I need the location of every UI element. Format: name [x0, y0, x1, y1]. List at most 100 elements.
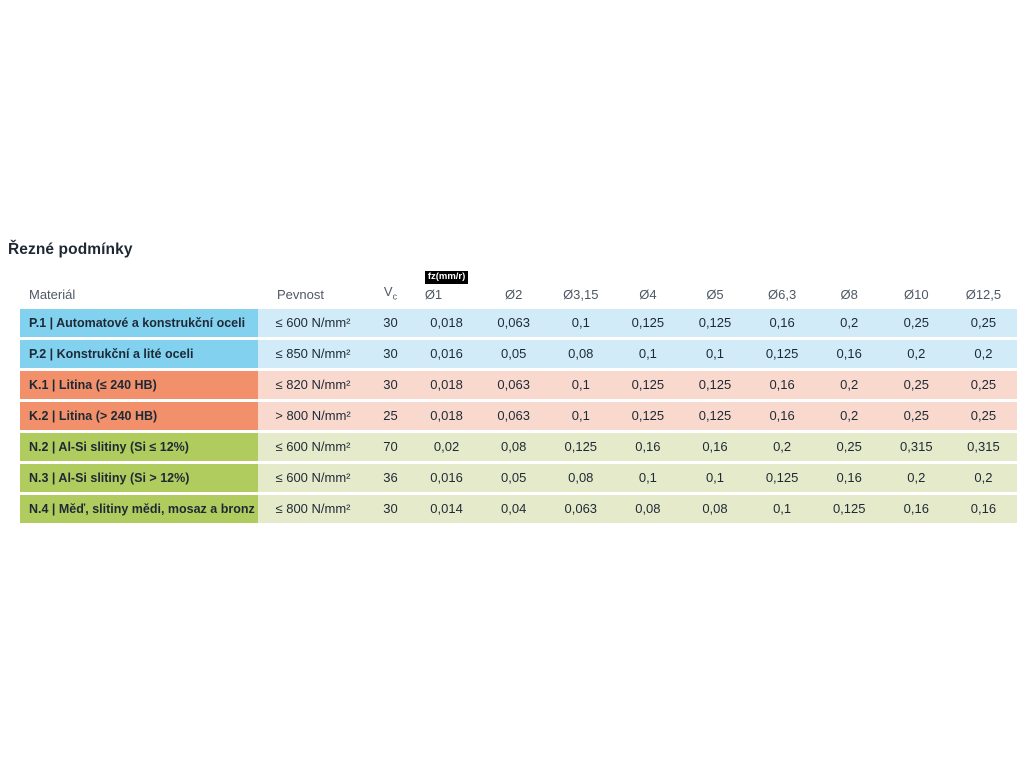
- strength-cell: ≤ 850 N/mm²: [258, 339, 368, 368]
- fz-cell-d1: 0,02: [413, 432, 481, 461]
- diameter-label: Ø6,3: [768, 286, 797, 302]
- vc-cell: 30: [368, 339, 413, 368]
- fz-cell-d8: 0,25: [882, 401, 950, 430]
- diameter-label: Ø4: [639, 286, 657, 302]
- fz-cell-d9: 0,25: [949, 370, 1017, 399]
- diameter-label: Ø1: [424, 286, 443, 302]
- vc-subscript: c: [392, 291, 398, 302]
- fz-cell-d9: 0,2: [949, 339, 1017, 368]
- material-cell: P.2 | Konstrukční a lité oceli: [20, 339, 258, 368]
- fz-cell-d2: 0,08: [480, 432, 548, 461]
- fz-cell-d8: 0,25: [882, 370, 950, 399]
- fz-cell-d5: 0,125: [681, 401, 749, 430]
- fz-cell-d8: 0,2: [882, 339, 950, 368]
- fz-cell-d5: 0,125: [681, 370, 749, 399]
- fz-cell-d7: 0,2: [815, 308, 883, 337]
- fz-cell-d6: 0,125: [748, 339, 816, 368]
- diameter-label: Ø12,5: [965, 286, 1002, 302]
- cutting-conditions-table: Materiál Pevnost Vc fz(mm/r) Ø1 Ø2 Ø3,15 Ø4 Ø…: [20, 264, 1017, 526]
- fz-cell-d6: 0,16: [748, 401, 816, 430]
- table-row: P.1 | Automatové a konstrukční oceli ≤ 60…: [20, 308, 1017, 337]
- fz-cell-d5: 0,125: [681, 308, 749, 337]
- fz-cell-d9: 0,25: [949, 401, 1017, 430]
- material-cell: N.3 | Al-Si slitiny (Si > 12%): [20, 463, 258, 492]
- fz-cell-d7: 0,16: [815, 339, 883, 368]
- table-row: K.1 | Litina (≤ 240 HB) ≤ 820 N/mm² 30 0,01…: [20, 370, 1017, 399]
- fz-cell-d4: 0,08: [614, 494, 682, 523]
- table-row: N.2 | Al-Si slitiny (Si ≤ 12%) ≤ 600 N/mm…: [20, 432, 1017, 461]
- fz-cell-d8: 0,25: [882, 308, 950, 337]
- strength-cell: ≤ 800 N/mm²: [258, 494, 368, 523]
- fz-cell-d2: 0,04: [480, 494, 548, 523]
- fz-cell-d2: 0,05: [480, 339, 548, 368]
- fz-cell-d2: 0,05: [480, 463, 548, 492]
- col-header-diameter-4: Ø4: [614, 267, 681, 306]
- fz-cell-d2: 0,063: [480, 308, 548, 337]
- table-row: N.3 | Al-Si slitiny (Si > 12%) ≤ 600 N/mm…: [20, 463, 1017, 492]
- material-cell: P.1 | Automatové a konstrukční oceli: [20, 308, 258, 337]
- fz-cell-d1: 0,016: [413, 339, 481, 368]
- fz-cell-d6: 0,2: [748, 432, 816, 461]
- col-header-vc: Vc: [368, 267, 413, 306]
- col-header-diameter-7: Ø8: [816, 267, 883, 306]
- fz-cell-d4: 0,1: [614, 339, 682, 368]
- diameter-label: Ø8: [840, 286, 858, 302]
- fz-cell-d6: 0,1: [748, 494, 816, 523]
- fz-cell-d8: 0,315: [882, 432, 950, 461]
- fz-cell-d6: 0,125: [748, 463, 816, 492]
- fz-cell-d9: 0,2: [949, 463, 1017, 492]
- fz-cell-d3: 0,125: [547, 432, 615, 461]
- diameter-label: Ø10: [904, 286, 929, 302]
- fz-cell-d3: 0,063: [547, 494, 615, 523]
- strength-cell: ≤ 600 N/mm²: [258, 432, 368, 461]
- material-cell: K.2 | Litina (> 240 HB): [20, 401, 258, 430]
- fz-cell-d1: 0,018: [413, 370, 481, 399]
- fz-cell-d7: 0,16: [815, 463, 883, 492]
- vc-cell: 30: [368, 494, 413, 523]
- diameter-label: Ø5: [706, 286, 724, 302]
- fz-cell-d8: 0,16: [882, 494, 950, 523]
- vc-cell: 30: [368, 370, 413, 399]
- fz-cell-d6: 0,16: [748, 370, 816, 399]
- diameter-label: Ø2: [504, 286, 523, 302]
- fz-cell-d1: 0,018: [413, 401, 481, 430]
- fz-cell-d2: 0,063: [480, 401, 548, 430]
- fz-cell-d9: 0,16: [949, 494, 1017, 523]
- vc-cell: 30: [368, 308, 413, 337]
- strength-cell: ≤ 600 N/mm²: [258, 463, 368, 492]
- vc-cell: 36: [368, 463, 413, 492]
- material-cell: K.1 | Litina (≤ 240 HB): [20, 370, 258, 399]
- table-row: N.4 | Měď, slitiny mědi, mosaz a bronz ≤ …: [20, 494, 1017, 523]
- col-header-diameter-1: fz(mm/r) Ø1: [413, 267, 480, 306]
- fz-cell-d6: 0,16: [748, 308, 816, 337]
- diameter-label: Ø3,15: [563, 286, 599, 302]
- page-title: Řezné podmínky: [8, 241, 133, 258]
- fz-cell-d5: 0,08: [681, 494, 749, 523]
- fz-cell-d4: 0,125: [614, 370, 682, 399]
- table-body: P.1 | Automatové a konstrukční oceli ≤ 60…: [20, 308, 1017, 523]
- fz-cell-d1: 0,018: [413, 308, 481, 337]
- col-header-diameter-3: Ø3,15: [547, 267, 614, 306]
- col-header-diameter-2: Ø2: [480, 267, 547, 306]
- col-header-diameter-8: Ø10: [883, 267, 950, 306]
- material-cell: N.2 | Al-Si slitiny (Si ≤ 12%): [20, 432, 258, 461]
- vc-cell: 25: [368, 401, 413, 430]
- fz-cell-d4: 0,125: [614, 401, 682, 430]
- col-header-diameter-5: Ø5: [681, 267, 748, 306]
- fz-cell-d3: 0,08: [547, 463, 615, 492]
- col-header-diameter-6: Ø6,3: [749, 267, 816, 306]
- fz-cell-d7: 0,2: [815, 401, 883, 430]
- vc-label: V: [383, 284, 393, 300]
- fz-cell-d9: 0,315: [949, 432, 1017, 461]
- col-header-strength: Pevnost: [277, 286, 324, 302]
- strength-cell: ≤ 600 N/mm²: [258, 308, 368, 337]
- fz-cell-d3: 0,1: [547, 401, 615, 430]
- header-row: Materiál Pevnost Vc fz(mm/r) Ø1 Ø2 Ø3,15 Ø4 Ø…: [20, 267, 1017, 306]
- fz-unit-badge: fz(mm/r): [424, 271, 469, 284]
- fz-cell-d5: 0,1: [681, 339, 749, 368]
- fz-cell-d5: 0,1: [681, 463, 749, 492]
- table-row: P.2 | Konstrukční a lité oceli ≤ 850 N/mm…: [20, 339, 1017, 368]
- fz-cell-d7: 0,2: [815, 370, 883, 399]
- fz-cell-d3: 0,1: [547, 308, 615, 337]
- vc-cell: 70: [368, 432, 413, 461]
